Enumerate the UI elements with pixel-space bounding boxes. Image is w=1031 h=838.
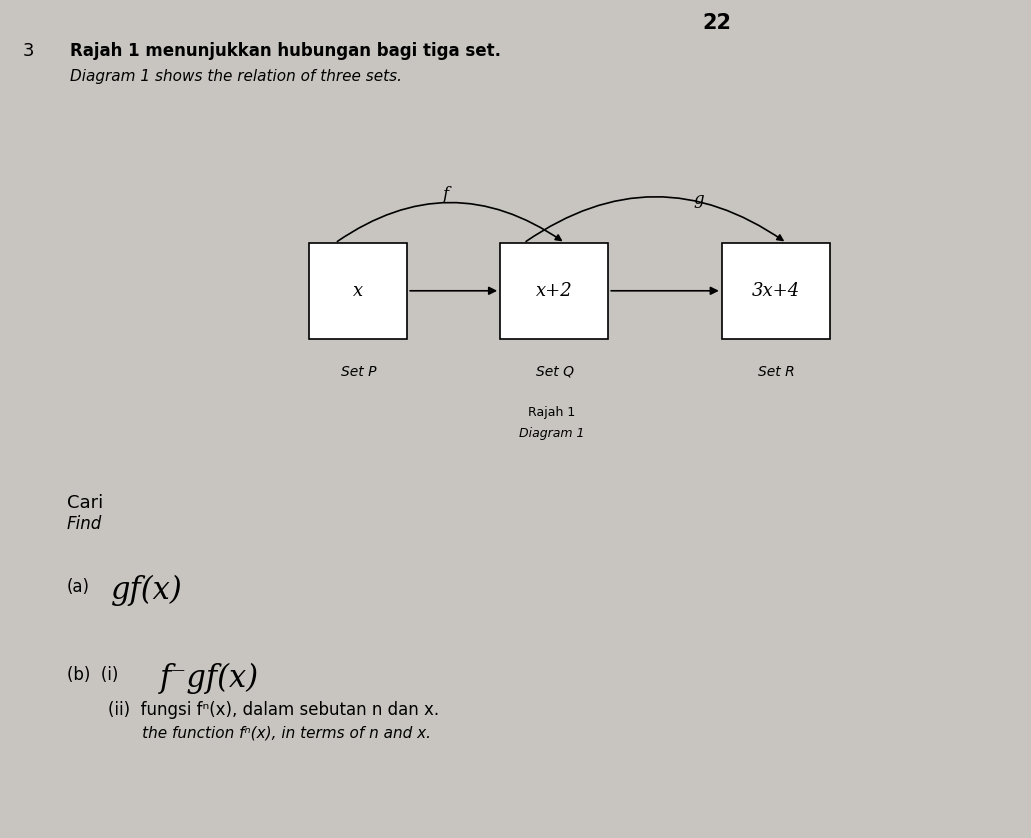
Text: (a): (a) bbox=[67, 577, 90, 596]
Text: g: g bbox=[694, 191, 704, 208]
Text: the function fⁿ(x), in terms of n and x.: the function fⁿ(x), in terms of n and x. bbox=[108, 726, 431, 741]
Text: 3: 3 bbox=[23, 42, 34, 59]
Text: (ii)  fungsi fⁿ(x), dalam sebutan n dan x.: (ii) fungsi fⁿ(x), dalam sebutan n dan x… bbox=[108, 701, 439, 719]
Text: Cari: Cari bbox=[67, 494, 103, 512]
Text: Set Q: Set Q bbox=[536, 365, 573, 379]
Text: Rajah 1 menunjukkan hubungan bagi tiga set.: Rajah 1 menunjukkan hubungan bagi tiga s… bbox=[70, 42, 501, 59]
Text: x: x bbox=[354, 282, 363, 300]
Text: f: f bbox=[442, 186, 448, 203]
Text: Rajah 1: Rajah 1 bbox=[528, 406, 575, 420]
Text: Set P: Set P bbox=[341, 365, 376, 379]
FancyArrowPatch shape bbox=[526, 197, 783, 241]
Text: 3x+4: 3x+4 bbox=[752, 282, 800, 300]
Text: 22: 22 bbox=[702, 13, 731, 34]
Bar bbox=[309, 243, 407, 339]
Text: Diagram 1 shows the relation of three sets.: Diagram 1 shows the relation of three se… bbox=[70, 69, 402, 84]
FancyArrowPatch shape bbox=[337, 203, 561, 241]
Bar bbox=[500, 243, 608, 339]
Text: (b)  (i): (b) (i) bbox=[67, 665, 119, 684]
Text: Diagram 1: Diagram 1 bbox=[519, 427, 585, 441]
Text: Find: Find bbox=[67, 515, 102, 533]
Text: f⁻gf(x): f⁻gf(x) bbox=[160, 663, 259, 695]
Text: gf(x): gf(x) bbox=[111, 575, 184, 607]
Bar bbox=[722, 243, 830, 339]
Text: Set R: Set R bbox=[758, 365, 795, 379]
Text: x+2: x+2 bbox=[536, 282, 572, 300]
